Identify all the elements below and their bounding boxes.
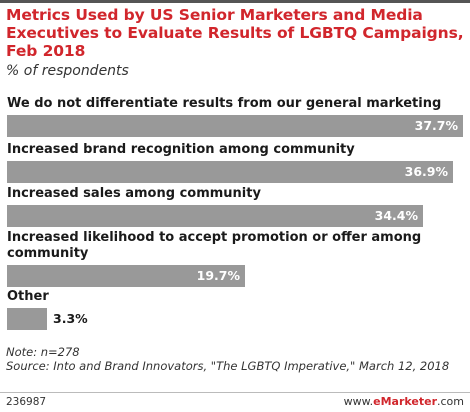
bar: [7, 265, 245, 287]
source-text: Source: Into and Brand Innovators, "The …: [6, 359, 450, 373]
bar: [7, 308, 47, 330]
category-label: Increased likelihood to accept promotion…: [7, 230, 422, 261]
brand-suffix: .com: [437, 395, 464, 408]
bottom-rule: [0, 392, 470, 393]
brand-url[interactable]: www.eMarketer.com: [344, 395, 464, 408]
note-text: Note: n=278: [6, 345, 80, 359]
top-rule: [0, 0, 470, 3]
category-label: We do not differentiate results from our…: [7, 96, 442, 111]
bar-value-label: 19.7%: [196, 268, 240, 283]
chart-id: 236987: [6, 396, 47, 408]
category-label: Increased brand recognition among commun…: [7, 142, 355, 157]
chart-notes: Note: n=278 Source: Into and Brand Innov…: [6, 345, 466, 373]
bar: [7, 205, 423, 227]
chart-subtitle: % of respondents: [6, 63, 129, 79]
brand-name: eMarketer: [373, 395, 437, 408]
bar: [7, 115, 463, 137]
category-label: Increased sales among community: [7, 186, 261, 201]
bar-value-label: 34.4%: [374, 208, 418, 223]
bar-value-label: 3.3%: [53, 311, 88, 326]
bar-value-label: 36.9%: [404, 164, 448, 179]
chart-title: Metrics Used by US Senior Marketers and …: [6, 6, 464, 60]
bar: [7, 161, 453, 183]
category-label: Other: [7, 289, 49, 304]
bar-value-label: 37.7%: [414, 118, 458, 133]
brand-prefix: www.: [343, 395, 374, 408]
